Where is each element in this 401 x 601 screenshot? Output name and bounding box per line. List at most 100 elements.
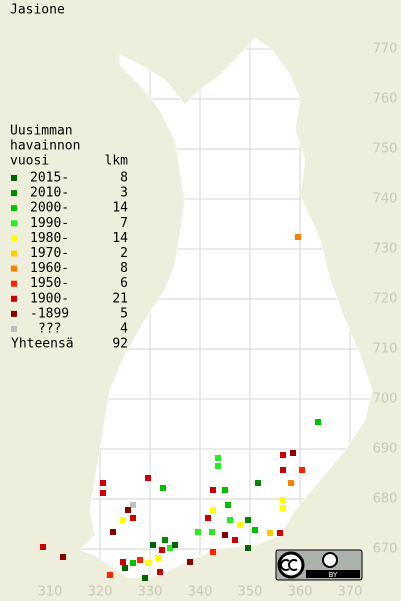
x-tick-label: 350 xyxy=(238,585,263,600)
total-count: 92 xyxy=(112,337,128,352)
badge-strip xyxy=(306,570,360,578)
legend-count: 3 xyxy=(120,186,128,201)
legend-label: 2000- xyxy=(30,201,69,216)
legend-label: 1950- xyxy=(30,276,69,291)
legend-heading: Uusimman xyxy=(10,124,73,139)
y-tick-label: 720 xyxy=(373,292,398,307)
x-tick-label: 340 xyxy=(188,585,213,600)
ticks: 310 320 330 340 350 360 370 670 680 690 700 710 720 7… xyxy=(38,42,398,600)
observation-square xyxy=(315,419,321,425)
observation-square xyxy=(209,529,215,535)
legend-swatch xyxy=(11,205,17,212)
legend-swatch xyxy=(11,190,17,197)
observation-square xyxy=(160,485,166,491)
x-tick-label: 330 xyxy=(138,585,163,600)
observation-square xyxy=(255,480,261,486)
observation-square xyxy=(288,480,294,486)
observation-square xyxy=(172,542,178,548)
y-tick-label: 750 xyxy=(373,142,398,157)
legend-count: 6 xyxy=(120,276,128,291)
observation-square xyxy=(215,455,221,461)
observation-square xyxy=(225,502,231,508)
y-tick-label: 770 xyxy=(373,42,398,57)
x-tick-label: 370 xyxy=(338,585,363,600)
legend-swatch xyxy=(11,326,17,332)
legend-label: 1960- xyxy=(30,261,69,276)
legend-count: 8 xyxy=(120,261,128,276)
observation-square xyxy=(210,507,216,513)
legend-count: 2 xyxy=(120,246,128,261)
observation-square xyxy=(40,544,46,550)
y-tick-label: 680 xyxy=(373,492,398,507)
observation-square xyxy=(227,517,233,523)
x-tick-label: 320 xyxy=(88,585,113,600)
observation-square xyxy=(120,559,126,565)
observation-square xyxy=(162,537,168,543)
x-tick-label: 310 xyxy=(38,585,63,600)
observation-square xyxy=(210,487,216,493)
cc-icon xyxy=(277,551,305,579)
observation-square xyxy=(159,547,165,553)
observation-square xyxy=(145,475,151,481)
legend-count-heading: lkm xyxy=(105,154,129,169)
legend-count: 8 xyxy=(120,171,128,186)
observation-square xyxy=(120,517,126,523)
legend-label: 1980- xyxy=(30,231,69,246)
legend-count: 4 xyxy=(120,322,128,337)
observation-square xyxy=(280,505,286,511)
observation-square xyxy=(125,507,131,513)
y-tick-label: 760 xyxy=(373,92,398,107)
total-label: Yhteensä xyxy=(11,337,74,352)
y-tick-label: 730 xyxy=(373,242,398,257)
observation-square xyxy=(222,532,228,538)
legend-swatch xyxy=(11,310,17,317)
legend-heading: havainnon xyxy=(10,139,80,154)
legend-heading: vuosi xyxy=(10,154,49,169)
legend-label: 1970- xyxy=(30,246,69,261)
legend-label: ??? xyxy=(38,322,61,337)
observation-square xyxy=(137,557,143,563)
observation-square xyxy=(60,554,66,560)
observation-square xyxy=(110,529,116,535)
observation-square xyxy=(280,452,286,458)
y-tick-label: 710 xyxy=(373,342,398,357)
observation-square xyxy=(222,487,228,493)
legend-swatch xyxy=(11,265,17,272)
observation-square xyxy=(100,480,106,486)
observation-square xyxy=(100,490,106,496)
observation-square xyxy=(277,530,283,536)
y-tick-label: 740 xyxy=(373,192,398,207)
observation-square xyxy=(215,463,221,469)
observation-square xyxy=(157,569,163,575)
observation-square xyxy=(167,545,173,551)
observation-square xyxy=(299,467,305,473)
observation-square xyxy=(245,545,251,551)
observation-square xyxy=(205,515,211,521)
observation-square xyxy=(280,467,286,473)
observation-square xyxy=(237,522,243,528)
legend-count: 14 xyxy=(112,231,128,246)
observation-square xyxy=(210,549,216,555)
y-tick-label: 700 xyxy=(373,392,398,407)
legend-swatch xyxy=(11,235,17,242)
observation-square xyxy=(150,542,156,548)
legend-count: 5 xyxy=(120,306,128,321)
observation-square xyxy=(290,450,296,456)
observation-square xyxy=(195,529,201,535)
observations xyxy=(40,234,321,581)
legend-count: 14 xyxy=(112,201,128,216)
observation-square xyxy=(130,502,136,508)
y-tick-label: 670 xyxy=(373,542,398,557)
badge-label: BY xyxy=(329,571,338,579)
observation-square xyxy=(245,517,251,523)
observation-square xyxy=(187,559,193,565)
legend-label: 1990- xyxy=(30,216,69,231)
by-icon xyxy=(322,552,338,568)
observation-square xyxy=(122,565,128,571)
observation-square xyxy=(145,560,151,566)
observation-square xyxy=(232,537,238,543)
observation-square xyxy=(130,560,136,566)
legend-swatch xyxy=(11,295,17,302)
